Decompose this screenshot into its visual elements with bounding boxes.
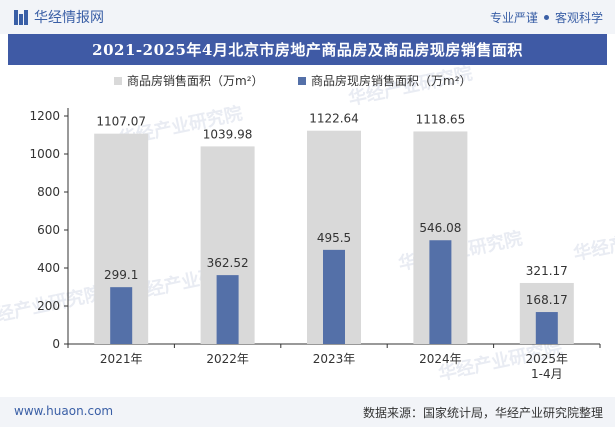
bar-existing	[429, 240, 452, 344]
y-tick-label: 400	[37, 261, 60, 275]
bars	[94, 130, 574, 344]
tagline-right: 客观科学	[554, 11, 603, 25]
legend-label-total: 商品房销售面积（万m²）	[127, 73, 264, 88]
data-source: 数据来源：国家统计局，华经产业研究院整理	[362, 406, 603, 420]
chart-area: 华经产业研究院华经产业研究院华经产业研究院华经产业研究院华经产业研究院华经产业研…	[0, 65, 615, 385]
legend-swatch-total	[114, 77, 122, 85]
value-label-total: 1107.07	[96, 115, 146, 129]
value-label-existing: 495.5	[317, 231, 351, 245]
x-tick-label: 2025年 1-4月	[526, 352, 569, 381]
title-bar: 2021-2025年4月北京市房地产商品房及商品房现房销售面积	[8, 34, 607, 65]
axes: 0 200 400 600 800 1000 1200 2021年 2022年 2023年 2024…	[29, 108, 601, 381]
bar-existing	[535, 312, 558, 344]
value-label-total: 1122.64	[309, 112, 359, 126]
value-labels: 1107.07 299.1 1039.98 362.52 1122.64 495.5 111…	[96, 112, 567, 307]
legend-label-existing: 商品房现房销售面积（万m²）	[311, 73, 472, 88]
value-label-existing: 362.52	[207, 256, 249, 270]
x-tick-label: 2024年	[419, 352, 462, 366]
value-label-existing: 168.17	[526, 293, 568, 307]
y-tick-label: 1000	[29, 147, 60, 161]
tagline-left: 专业严谨	[489, 11, 538, 25]
y-tick-label: 0	[52, 337, 60, 351]
value-label-total: 321.17	[526, 264, 568, 278]
value-label-total: 1039.98	[203, 127, 253, 141]
brand-logo-icon	[14, 9, 28, 25]
chart-title: 2021-2025年4月北京市房地产商品房及商品房现房销售面积	[92, 41, 523, 59]
value-label-total: 1118.65	[416, 112, 466, 126]
value-label-existing: 299.1	[104, 268, 138, 282]
x-tick-label: 2021年	[100, 352, 143, 366]
watermark-text: 华经产业研究院	[571, 217, 615, 265]
value-label-existing: 546.08	[419, 221, 461, 235]
y-tick-label: 800	[37, 185, 60, 199]
tagline: 专业严谨 客观科学	[490, 9, 603, 26]
brand[interactable]: 华经情报网	[14, 7, 104, 27]
legend-swatch-existing	[298, 77, 306, 85]
website-link[interactable]: www.huaon.com	[14, 404, 114, 418]
y-tick-label: 600	[37, 223, 60, 237]
bar-existing	[216, 275, 239, 344]
legend: 商品房销售面积（万m²） 商品房现房销售面积（万m²）	[114, 73, 472, 88]
y-tick-label: 1200	[29, 109, 60, 123]
y-tick-label: 200	[37, 299, 60, 313]
footer: www.huaon.com 数据来源：国家统计局，华经产业研究院整理	[0, 397, 615, 427]
separator-dot-icon	[543, 15, 549, 20]
bar-existing	[323, 249, 345, 344]
bar-existing	[110, 287, 133, 344]
brand-name: 华经情报网	[34, 10, 104, 26]
top-bar: 华经情报网 专业严谨 客观科学	[0, 0, 615, 34]
x-tick-label: 2023年	[313, 352, 356, 366]
x-tick-label: 2022年	[206, 352, 249, 366]
